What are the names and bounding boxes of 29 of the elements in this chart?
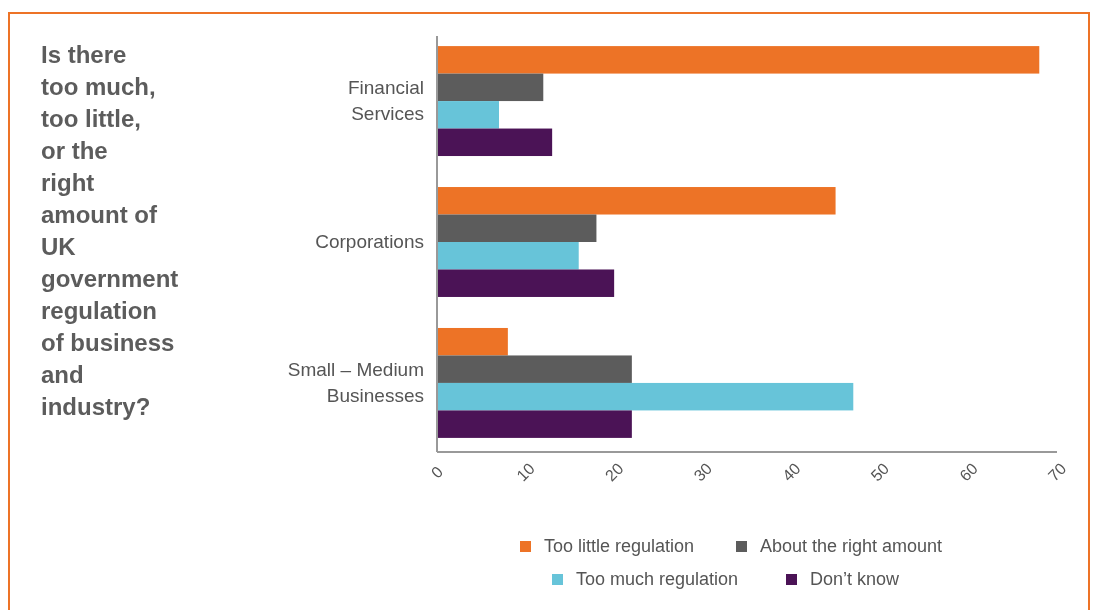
bar (437, 410, 632, 438)
bar (437, 73, 544, 102)
bar (437, 101, 499, 129)
x-tick-label: 20 (601, 459, 627, 485)
legend-entry: About the right amount (736, 536, 943, 556)
legend-entry: Too little regulation (520, 536, 695, 556)
bar (437, 327, 508, 356)
x-tick-label: 10 (513, 459, 539, 485)
x-tick-label: 40 (779, 459, 804, 485)
y-tick-label: Corporations (315, 231, 424, 252)
bar (437, 46, 1040, 74)
bar (437, 128, 553, 157)
legend-entry: Don’t know (786, 569, 900, 589)
x-tick-label: 0 (427, 462, 447, 482)
legend-label: Don’t know (810, 569, 901, 589)
bar (437, 187, 836, 215)
bar (437, 269, 615, 297)
bar (437, 214, 597, 242)
bar (437, 355, 632, 383)
y-tick-label: Small – Medium Businesses (287, 358, 424, 406)
legend-entry: Too much regulation (552, 569, 739, 589)
x-tick-label: 30 (690, 459, 716, 485)
y-tick-label: Financial Services (347, 77, 424, 125)
x-tick-label: 60 (956, 459, 981, 485)
bar (437, 382, 854, 411)
chart-title: Is there too much, too little, or the right amount of UK government regulation of business and industry? (41, 41, 179, 420)
bar (437, 242, 579, 270)
x-tick-label: 70 (1044, 459, 1070, 485)
x-tick-label: 50 (867, 459, 893, 485)
